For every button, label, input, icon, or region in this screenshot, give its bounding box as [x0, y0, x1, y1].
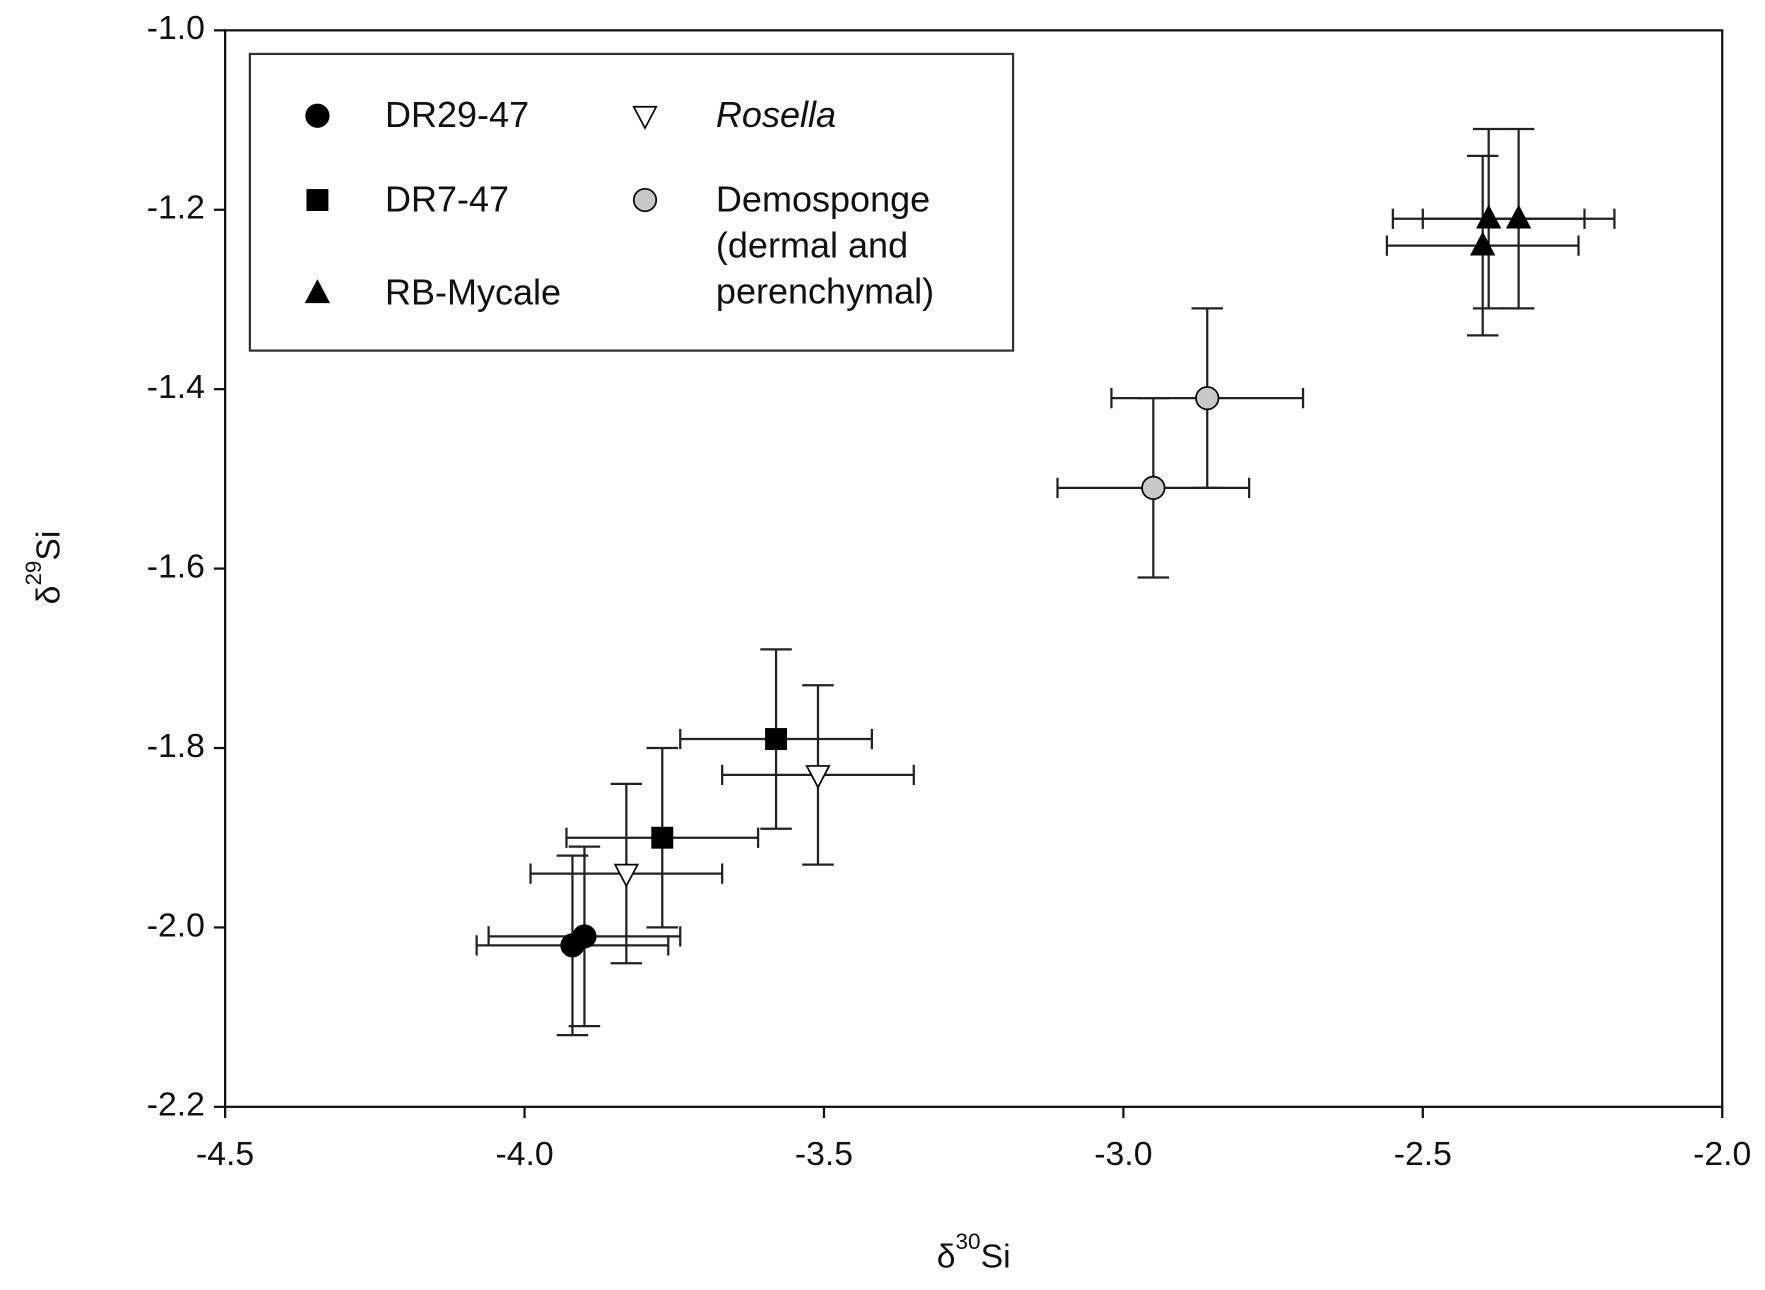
y-label-part: δ — [30, 586, 68, 605]
y-tick-label: -1.8 — [147, 727, 205, 765]
marker — [572, 924, 597, 949]
x-tick-label: -3.0 — [1094, 1135, 1152, 1173]
legend-entry: Rosella — [715, 94, 837, 135]
legend-label: Rosella — [715, 94, 837, 135]
legend-entry: Demosponge (dermal and perenchymal) — [715, 178, 935, 312]
marker — [1195, 386, 1220, 411]
legend-entry: DR29-47 — [384, 94, 530, 135]
legend-label: RB-Mycale — [384, 271, 562, 313]
y-label-sup: 29 — [21, 561, 46, 586]
legend-label: DR7-47 — [384, 178, 510, 220]
y-tick-label: -2.2 — [147, 1086, 205, 1124]
marker — [1470, 231, 1496, 256]
x-tick-label: -4.5 — [196, 1135, 254, 1173]
x-tick-label: -4.0 — [495, 1135, 553, 1173]
y-axis-label: δ29Si — [21, 531, 68, 605]
x-tick-label: -2.0 — [1693, 1135, 1751, 1173]
marker — [1505, 204, 1532, 229]
marker — [765, 728, 788, 750]
x-axis-label: δ30Si — [937, 1229, 1011, 1276]
marker — [613, 863, 640, 888]
y-tick-label: -1.2 — [147, 189, 205, 227]
legend-marker — [632, 105, 658, 130]
legend-label: DR29-47 — [384, 94, 530, 135]
y-tick-label: -1.0 — [147, 9, 205, 47]
x-tick-label: -3.5 — [795, 1135, 853, 1173]
y-label-part: Si — [30, 531, 68, 561]
y-tick-label: -1.4 — [147, 368, 205, 406]
marker — [1476, 204, 1502, 229]
legend-marker — [632, 187, 658, 213]
legend-marker — [304, 279, 331, 304]
x-label-part: δ — [937, 1237, 956, 1275]
y-tick-label: -1.6 — [147, 548, 205, 586]
legend-entry: RB-Mycale — [384, 271, 562, 313]
marker — [1141, 475, 1166, 500]
marker — [805, 765, 831, 790]
x-tick-label: -2.5 — [1394, 1135, 1452, 1173]
x-label-part: Si — [981, 1237, 1011, 1275]
marker — [651, 826, 674, 849]
legend-marker — [306, 189, 329, 211]
legend-entry: DR7-47 — [384, 178, 510, 220]
y-tick-label: -2.0 — [147, 906, 205, 944]
x-label-sup: 30 — [956, 1229, 981, 1254]
legend-marker — [305, 103, 330, 128]
legend-label: Demosponge (dermal and perenchymal) — [715, 178, 935, 312]
legend-box — [248, 52, 1015, 352]
